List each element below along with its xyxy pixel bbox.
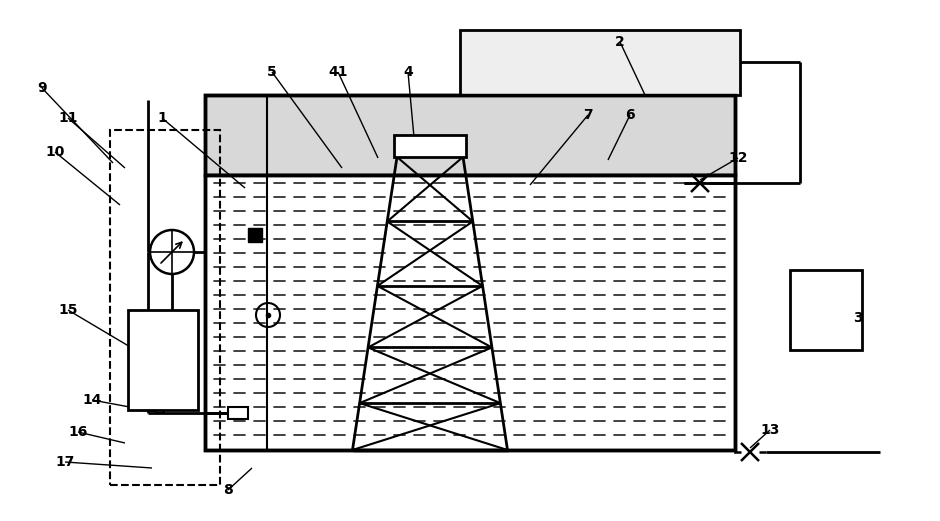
Bar	[790, 270, 862, 350]
Text: 9: 9	[38, 81, 47, 95]
Text: 41: 41	[328, 65, 348, 79]
Bar	[110, 130, 220, 485]
Bar	[248, 228, 262, 242]
Bar	[205, 175, 735, 450]
Bar	[205, 95, 735, 450]
Text: 6: 6	[625, 108, 634, 122]
Text: 4: 4	[403, 65, 413, 79]
Text: 8: 8	[223, 483, 233, 497]
Text: 16: 16	[69, 425, 87, 439]
Text: 1: 1	[157, 111, 167, 125]
Bar	[128, 310, 198, 410]
Text: 12: 12	[728, 151, 747, 165]
Text: 15: 15	[58, 303, 78, 317]
Text: 17: 17	[55, 455, 74, 469]
Text: 7: 7	[583, 108, 593, 122]
Text: 10: 10	[45, 145, 65, 159]
Text: 13: 13	[760, 423, 779, 437]
Text: 2: 2	[615, 35, 625, 49]
Text: 3: 3	[854, 311, 863, 325]
Text: 5: 5	[267, 65, 277, 79]
Bar	[460, 30, 740, 95]
Text: 14: 14	[83, 393, 102, 407]
Bar	[205, 95, 735, 175]
Bar	[228, 407, 248, 419]
Bar	[394, 135, 466, 157]
Text: 11: 11	[58, 111, 78, 125]
